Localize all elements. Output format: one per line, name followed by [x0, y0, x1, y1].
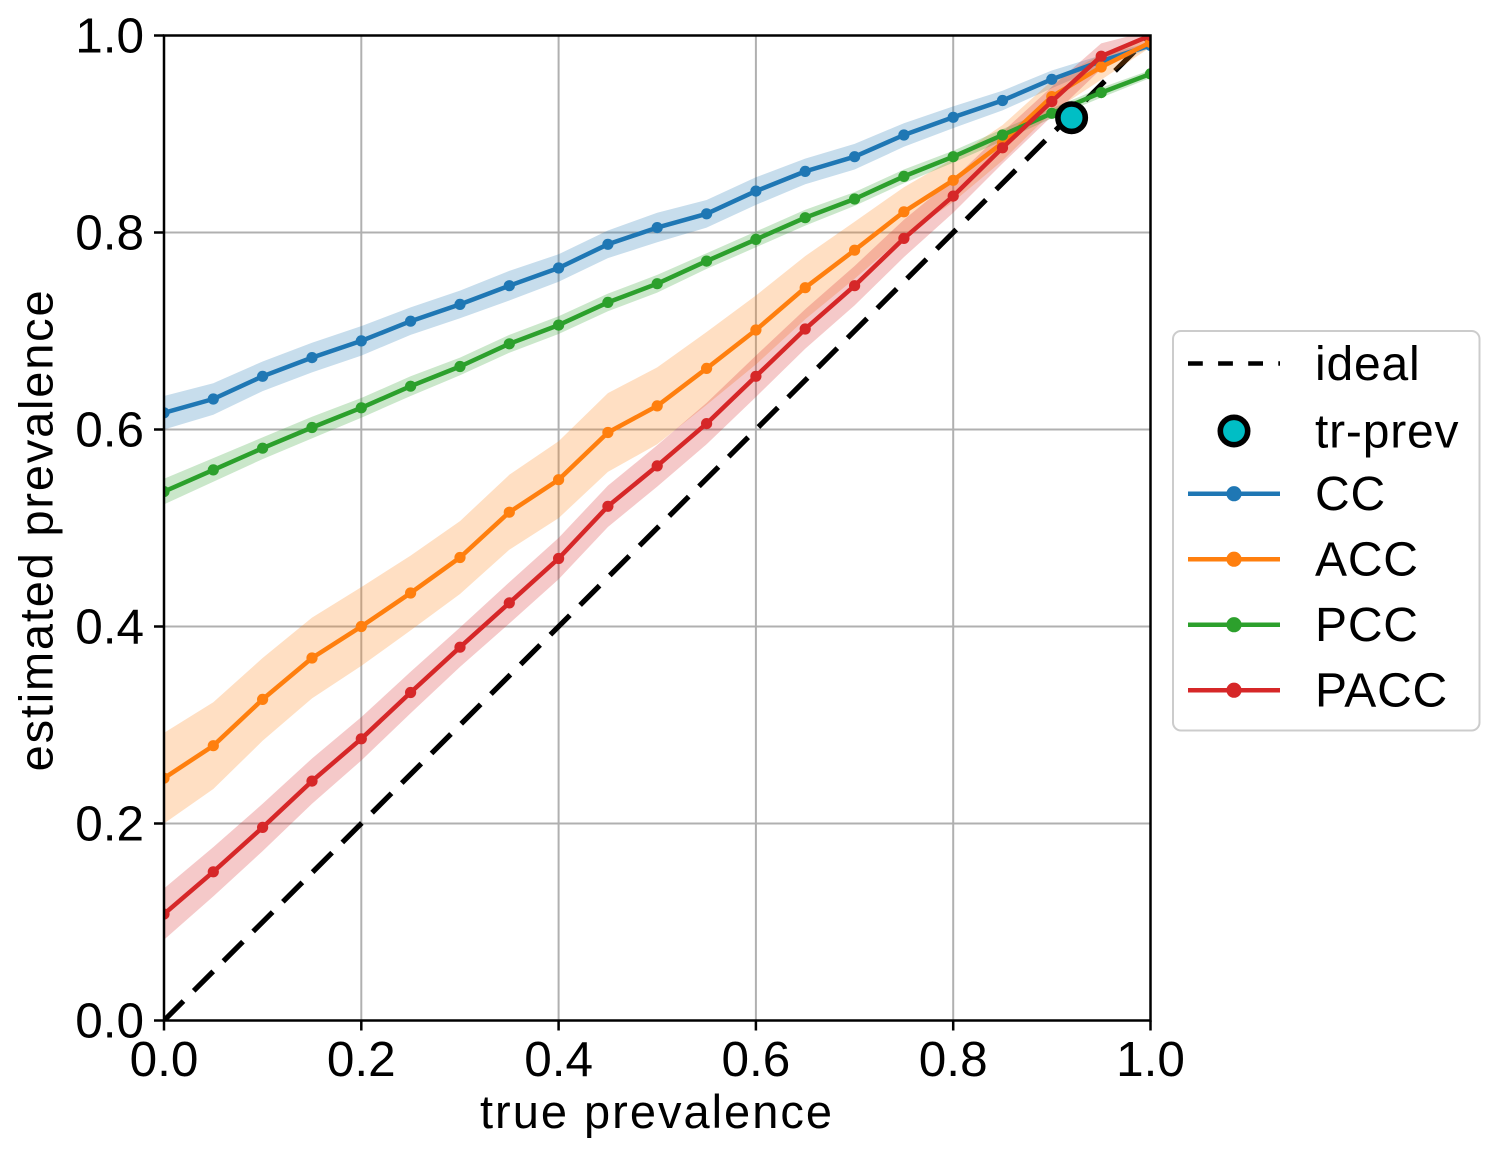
- svg-text:0.4: 0.4: [524, 1032, 593, 1087]
- svg-text:tr-prev: tr-prev: [1315, 406, 1459, 459]
- svg-text:0.2: 0.2: [75, 797, 144, 852]
- svg-text:0.8: 0.8: [919, 1032, 988, 1087]
- svg-text:CC: CC: [1315, 468, 1386, 521]
- svg-text:0.6: 0.6: [721, 1032, 790, 1087]
- svg-text:ACC: ACC: [1315, 534, 1419, 587]
- svg-text:1.0: 1.0: [1116, 1032, 1185, 1087]
- svg-text:0.4: 0.4: [75, 600, 144, 655]
- svg-text:PCC: PCC: [1315, 599, 1419, 652]
- svg-text:estimated prevalence: estimated prevalence: [10, 289, 63, 772]
- svg-text:0.2: 0.2: [327, 1032, 396, 1087]
- svg-text:PACC: PACC: [1315, 665, 1448, 718]
- svg-text:1.0: 1.0: [75, 9, 144, 64]
- svg-text:0.0: 0.0: [75, 994, 144, 1049]
- svg-text:true prevalence: true prevalence: [480, 1085, 834, 1138]
- svg-text:0.0: 0.0: [130, 1032, 199, 1087]
- svg-text:0.6: 0.6: [75, 403, 144, 458]
- svg-text:0.8: 0.8: [75, 206, 144, 261]
- svg-text:ideal: ideal: [1315, 338, 1420, 391]
